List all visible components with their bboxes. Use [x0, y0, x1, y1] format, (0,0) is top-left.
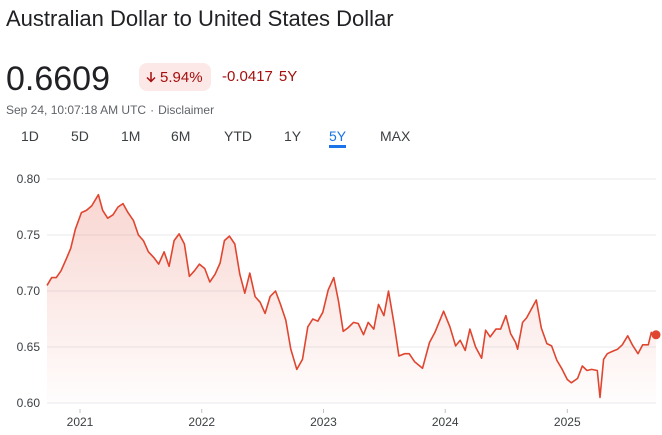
arrow-down-icon	[146, 72, 156, 83]
tab-max[interactable]: MAX	[380, 128, 411, 144]
tab-1y[interactable]: 1Y	[284, 128, 302, 144]
y-tick-label: 0.75	[17, 228, 41, 242]
tab-ytd[interactable]: YTD	[224, 128, 252, 144]
y-tick-label: 0.80	[17, 172, 41, 186]
x-tick-label: 2022	[188, 415, 215, 429]
x-tick-label: 2024	[432, 415, 459, 429]
y-tick-label: 0.65	[17, 340, 41, 354]
y-tick-label: 0.70	[17, 284, 41, 298]
y-tick-label: 0.60	[17, 396, 41, 410]
tab-1d[interactable]: 1D	[21, 128, 39, 144]
percent-change-badge: 5.94%	[139, 63, 211, 91]
disclaimer-link[interactable]: Disclaimer	[158, 103, 215, 117]
percent-change-value: 5.94%	[160, 68, 203, 86]
tab-6m[interactable]: 6M	[171, 128, 191, 144]
time-range-tabs: 1D 5D 1M 6M YTD 1Y 5Y MAX	[0, 128, 662, 152]
absolute-change-value: -0.0417	[222, 68, 273, 85]
x-tick-label: 2023	[310, 415, 337, 429]
price-chart[interactable]: 0.80 0.75 0.70 0.65 0.60 2021 2022 2023 2024 202…	[0, 160, 662, 435]
page-title: Australian Dollar to United States Dolla…	[6, 6, 394, 31]
quote-timestamp: Sep 24, 10:07:18 AM UTC	[6, 103, 147, 117]
price-line	[46, 193, 657, 399]
x-tick-label: 2021	[67, 415, 94, 429]
tab-5d[interactable]: 5D	[71, 128, 89, 144]
quote-meta: Sep 24, 10:07:18 AM UTC · Disclaimer	[6, 103, 214, 117]
change-period: 5Y	[278, 68, 298, 85]
x-tick-label: 2025	[554, 415, 581, 429]
absolute-change: -0.0417 5Y	[222, 68, 297, 85]
current-price: 0.6609	[6, 60, 110, 98]
current-price-dot	[651, 330, 661, 340]
tab-1m[interactable]: 1M	[121, 128, 141, 144]
price-area	[47, 194, 656, 403]
tab-5y[interactable]: 5Y	[329, 128, 347, 148]
meta-separator: ·	[150, 103, 155, 117]
